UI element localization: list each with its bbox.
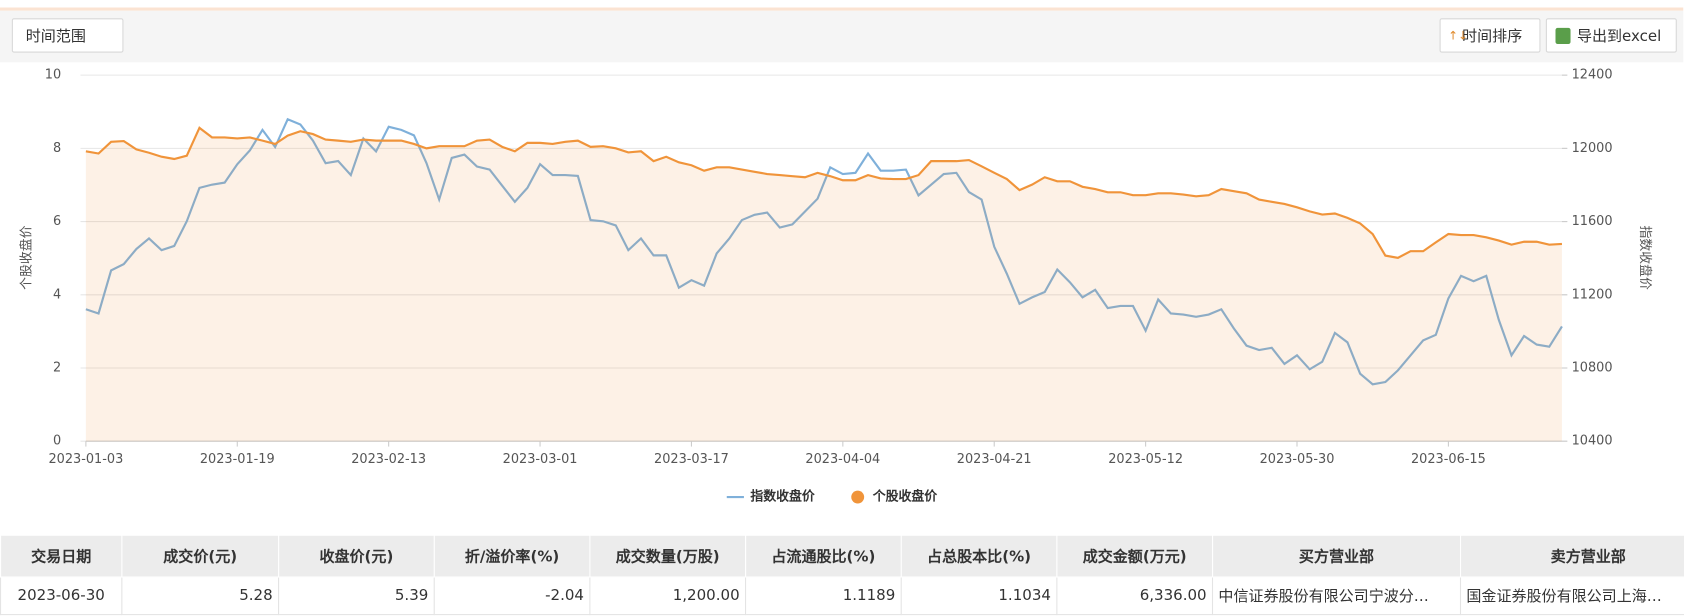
sort-label: 时间排序 bbox=[1462, 27, 1523, 46]
y2-tick-label: 10800 bbox=[1572, 360, 1613, 375]
area-fill bbox=[85, 127, 1562, 442]
table-cell: 5.39 bbox=[278, 576, 435, 616]
x-tick-label: 2023-04-21 bbox=[957, 452, 1032, 467]
y2-tick-label: 11200 bbox=[1572, 287, 1613, 302]
y2-tick-label: 12000 bbox=[1572, 141, 1613, 156]
table-cell: 1,200.00 bbox=[589, 576, 747, 616]
x-tick-label: 2023-03-01 bbox=[503, 452, 578, 467]
y-tick-label: 10 bbox=[45, 68, 61, 83]
export-label: 导出到excel bbox=[1576, 27, 1662, 46]
sort-button[interactable]: ↑↓ 时间排序 bbox=[1439, 18, 1541, 53]
column-header: 占总股本比(%) bbox=[900, 534, 1058, 578]
table-cell: 中信证券股份有限公司宁波分… bbox=[1211, 576, 1462, 616]
x-tick-label: 2023-06-15 bbox=[1411, 452, 1486, 467]
legend-label: 指数收盘价 bbox=[750, 489, 815, 505]
column-header: 收盘价(元) bbox=[278, 534, 435, 578]
y-tick-label: 2 bbox=[53, 360, 61, 375]
legend-label: 个股收盘价 bbox=[872, 489, 938, 505]
top-stripe bbox=[0, 7, 1684, 11]
legend-marker bbox=[851, 490, 865, 504]
x-tick-label: 2023-05-30 bbox=[1260, 452, 1335, 467]
table-cell: 2023-06-30 bbox=[0, 576, 123, 616]
column-header: 占流通股比(%) bbox=[745, 534, 902, 578]
x-tick-label: 2023-01-03 bbox=[48, 452, 123, 467]
y-tick-label: 0 bbox=[53, 434, 61, 449]
table-cell: 6,336.00 bbox=[1056, 576, 1214, 616]
x-tick-label: 2023-04-04 bbox=[805, 452, 880, 467]
y2-tick-label: 12400 bbox=[1572, 68, 1613, 83]
data-row: 2023-06-30 5.28 5.39 -2.04 1,200.00 1.1189 1.1… bbox=[0, 576, 1684, 616]
y-tick-label: 8 bbox=[53, 141, 61, 156]
toolbar: 时间范围 ↑↓ 时间排序 导出到excel bbox=[0, 10, 1684, 63]
column-header: 卖方营业部 bbox=[1459, 534, 1684, 578]
column-header: 交易日期 bbox=[0, 534, 123, 578]
column-header: 买方营业部 bbox=[1211, 534, 1462, 578]
x-tick-label: 2023-03-17 bbox=[654, 452, 729, 467]
y2-tick-label: 11600 bbox=[1572, 214, 1613, 229]
trade-table: 交易日期 成交价(元) 收盘价(元) 折/溢价率(%) 成交数量(万股) 占流通股比(%)… bbox=[0, 534, 1684, 616]
y-tick-label: 4 bbox=[53, 287, 61, 302]
table-cell: -2.04 bbox=[433, 576, 591, 616]
x-tick-label: 2023-01-19 bbox=[200, 452, 275, 467]
column-header: 成交金额(万元) bbox=[1056, 534, 1214, 578]
series-line bbox=[85, 117, 1563, 386]
table-cell: 5.28 bbox=[121, 576, 280, 616]
table-cell: 1.1034 bbox=[900, 576, 1058, 616]
table-cell: 1.1189 bbox=[745, 576, 902, 616]
time-range-select[interactable]: 时间范围 bbox=[11, 18, 124, 53]
column-header: 成交价(元) bbox=[121, 534, 280, 578]
x-tick-label: 2023-05-12 bbox=[1108, 452, 1183, 467]
y2-tick-label: 10400 bbox=[1572, 434, 1613, 449]
chart: 个股收盘价 指数收盘价 0 2 4 6 8 10 10400 10800 11200 11600 1… bbox=[18, 68, 1653, 505]
export-button[interactable]: 导出到excel bbox=[1545, 18, 1677, 53]
y-axis-title: 个股收盘价 bbox=[18, 225, 34, 290]
column-header: 折/溢价率(%) bbox=[433, 534, 591, 578]
y-tick-label: 6 bbox=[53, 214, 61, 229]
series-line bbox=[85, 126, 1563, 259]
header-row: 交易日期 成交价(元) 收盘价(元) 折/溢价率(%) 成交数量(万股) 占流通股比(%)… bbox=[0, 534, 1684, 578]
column-header: 成交数量(万股) bbox=[589, 534, 747, 578]
y2-axis-title: 指数收盘价 bbox=[1637, 225, 1653, 290]
table-cell: 国金证券股份有限公司上海… bbox=[1459, 576, 1684, 616]
x-tick-label: 2023-02-13 bbox=[351, 452, 426, 467]
